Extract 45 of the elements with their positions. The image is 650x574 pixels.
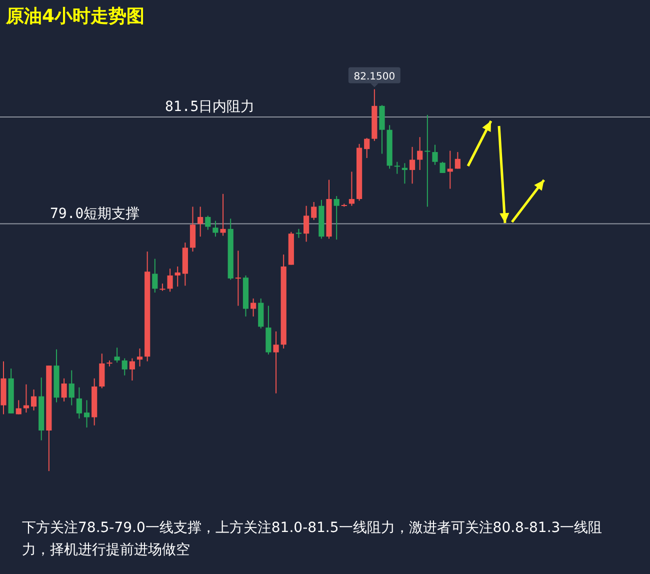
candlestick [174,266,180,288]
candlestick [114,347,120,364]
candlestick [198,206,204,238]
candlestick [99,353,105,389]
candlestick [424,114,430,208]
candlestick [212,220,218,238]
candlestick [394,161,400,174]
candlestick [250,298,256,317]
annotation: 82.1500 [354,71,396,82]
candlestick [76,386,82,420]
candlestick [432,144,438,166]
candlestick [417,136,423,170]
candlestick [409,146,416,184]
candlestick [311,202,317,220]
ref-line-label: 79.0短期支撑 [50,206,140,222]
candlestick [379,104,385,154]
candlestick [235,250,241,306]
candlestick [258,298,264,329]
candlestick [402,162,408,184]
candlestick [273,330,279,394]
candlestick [205,215,211,230]
candlestick [440,161,446,174]
candlestick [190,206,196,252]
chart-title: 原油4小时走势图 [6,5,145,28]
candlestick [160,283,166,292]
annotation: 下方关注78.5-79.0一线支撑，上方关注81.0-81.5一线阻力，激进者可关注80.8-81.3一线阻力，择机进行提前进场做空 [22,519,604,560]
candlestick [364,137,370,159]
candlestick [136,348,143,367]
candlestick [30,389,37,411]
candlestick [84,400,90,428]
candlestick [167,268,173,292]
candlestick [61,378,67,402]
candlestick [23,384,30,414]
candlestick [16,400,22,415]
candlestick [129,358,135,382]
candlestick [122,358,128,376]
candlestick [454,152,460,170]
candlestick [334,196,340,240]
candlestick [68,370,74,406]
candlestick [220,193,226,236]
candlestick [447,150,453,190]
ref-line-label: 81.5日内阻力 [165,99,255,116]
candlestick [152,258,158,294]
candlestick [304,205,310,242]
candlestick [348,171,355,206]
